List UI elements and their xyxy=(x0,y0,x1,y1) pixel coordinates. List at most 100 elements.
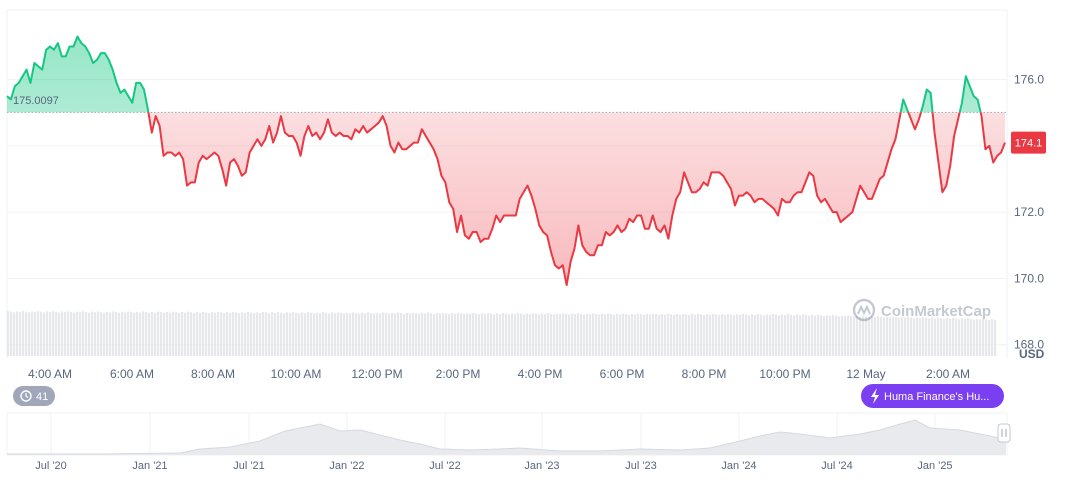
x-tick-label: 6:00 AM xyxy=(110,367,154,381)
volume-bar xyxy=(922,317,925,356)
volume-bar xyxy=(799,315,802,356)
volume-bar xyxy=(541,313,544,356)
volume-bar xyxy=(778,315,781,356)
volume-bar xyxy=(985,319,988,356)
volume-bars xyxy=(7,311,997,356)
volume-bar xyxy=(742,313,745,356)
volume-bar xyxy=(478,314,481,356)
volume-bar xyxy=(148,312,151,356)
volume-bar xyxy=(661,313,664,356)
volume-bar xyxy=(322,312,325,356)
volume-bar xyxy=(589,314,592,356)
volume-bar xyxy=(100,311,103,356)
volume-bar xyxy=(793,315,796,356)
navigator-axis: Jul '20 Jan '21 Jul '21 Jan '22 Jul '22 Jan '… xyxy=(35,460,952,472)
volume-bar xyxy=(919,318,922,356)
volume-bar xyxy=(802,314,805,356)
volume-bar xyxy=(817,314,820,356)
volume-bar xyxy=(109,312,112,356)
volume-bar xyxy=(397,312,400,356)
x-tick-label: 4:00 AM xyxy=(28,367,72,381)
volume-bar xyxy=(823,315,826,356)
volume-bar xyxy=(253,313,256,356)
x-tick-label: 6:00 PM xyxy=(600,367,645,381)
volume-bar xyxy=(283,313,286,356)
volume-bar xyxy=(535,313,538,356)
volume-bar xyxy=(250,312,253,356)
volume-bar xyxy=(391,312,394,356)
volume-bar xyxy=(139,312,142,356)
volume-bar xyxy=(730,314,733,356)
volume-bar xyxy=(697,313,700,356)
volume-bar xyxy=(601,313,604,356)
volume-bar xyxy=(805,314,808,356)
volume-bar xyxy=(79,312,82,356)
x-tick-label: 10:00 PM xyxy=(759,367,810,381)
volume-bar xyxy=(364,313,367,356)
volume-bar xyxy=(607,313,610,356)
volume-bar xyxy=(313,313,316,356)
volume-bar xyxy=(346,312,349,356)
volume-bar xyxy=(982,318,985,356)
volume-bar xyxy=(271,312,274,356)
volume-bar xyxy=(880,316,883,356)
volume-bar xyxy=(340,312,343,356)
x-tick-label: 4:00 PM xyxy=(518,367,563,381)
volume-bar xyxy=(373,313,376,356)
volume-bar xyxy=(400,313,403,356)
volume-bar xyxy=(163,312,166,356)
price-line-down xyxy=(147,112,1006,287)
volume-bar xyxy=(430,313,433,356)
volume-bar xyxy=(268,313,271,356)
volume-bar xyxy=(325,312,328,356)
volume-bar xyxy=(928,318,931,356)
volume-bar xyxy=(316,312,319,356)
volume-bar xyxy=(628,314,631,356)
volume-bar xyxy=(370,313,373,356)
volume-bar xyxy=(244,312,247,356)
volume-bar xyxy=(121,311,124,356)
volume-bar xyxy=(85,311,88,356)
navigator-tick-label: Jul '22 xyxy=(429,460,460,472)
volume-bar xyxy=(679,314,682,356)
volume-bar xyxy=(490,313,493,356)
volume-bar xyxy=(673,314,676,356)
navigator[interactable] xyxy=(6,412,1011,456)
volume-bar xyxy=(520,313,523,356)
volume-bar xyxy=(190,312,193,356)
volume-bar xyxy=(358,313,361,356)
volume-bar xyxy=(301,312,304,356)
volume-bar xyxy=(709,314,712,356)
volume-bar xyxy=(748,315,751,356)
volume-bar xyxy=(955,318,958,356)
volume-bar xyxy=(142,311,145,356)
history-button[interactable]: 41 xyxy=(13,386,55,406)
volume-bar xyxy=(331,312,334,356)
navigator-handle[interactable] xyxy=(997,423,1011,443)
volume-bar xyxy=(841,315,844,356)
volume-bar xyxy=(988,319,991,356)
volume-bar xyxy=(667,313,670,356)
volume-bar xyxy=(745,314,748,356)
volume-bar xyxy=(598,314,601,356)
volume-bar xyxy=(403,313,406,356)
volume-bar xyxy=(931,317,934,356)
volume-bar xyxy=(700,314,703,356)
volume-bar xyxy=(427,312,430,356)
volume-bar xyxy=(739,314,742,356)
x-tick-label: 12:00 PM xyxy=(351,367,402,381)
volume-bar xyxy=(916,317,919,356)
volume-bar xyxy=(262,312,265,356)
current-price-tag: 174.1 xyxy=(1011,131,1046,154)
volume-bar xyxy=(781,314,784,356)
volume-bar xyxy=(298,313,301,356)
volume-bar xyxy=(694,314,697,356)
volume-bar xyxy=(736,314,739,356)
volume-bar xyxy=(289,313,292,356)
volume-bar xyxy=(103,312,106,356)
volume-bar xyxy=(193,312,196,356)
volume-bar xyxy=(814,315,817,356)
volume-bar xyxy=(577,313,580,356)
news-event-badge[interactable]: Huma Finance's Hu... xyxy=(861,384,1004,408)
